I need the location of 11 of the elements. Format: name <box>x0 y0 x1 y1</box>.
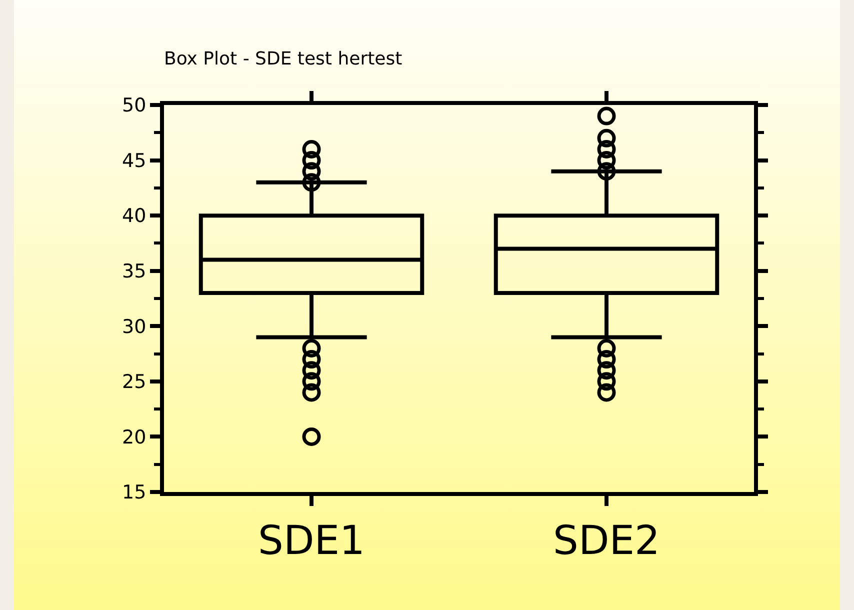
y-tick-label: 20 <box>122 426 146 448</box>
y-tick-label: 25 <box>122 371 146 394</box>
y-tick-label: 15 <box>122 482 146 504</box>
x-tick-label: SDE2 <box>553 518 660 564</box>
x-tick-label: SDE1 <box>258 518 365 564</box>
y-tick-label: 40 <box>122 205 146 228</box>
y-tick-label: 50 <box>122 94 146 117</box>
y-tick-label: 45 <box>122 150 146 172</box>
chart-title: Box Plot - SDE test hertest <box>164 48 402 70</box>
y-tick-label: 35 <box>122 260 146 283</box>
y-tick-label: 30 <box>122 316 146 338</box>
